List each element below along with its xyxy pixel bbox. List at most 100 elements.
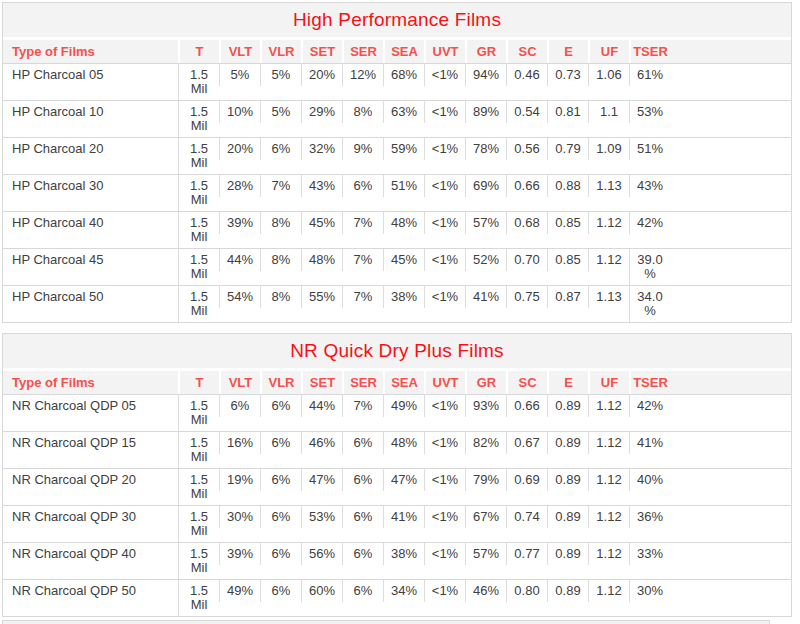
column-header: SER xyxy=(342,40,383,63)
table-header-row: Type of FilmsTVLTVLRSETSERSEAUVTGRSCEUFT… xyxy=(3,40,791,63)
table-row: NR Charcoal QDP 051.5 Mil6%6%44%7%49%<1%… xyxy=(3,394,791,431)
value-cell: <1% xyxy=(424,432,465,454)
value-cell: 44% xyxy=(301,395,342,417)
value-cell: 6% xyxy=(342,175,383,197)
thickness-cell: 1.5 Mil xyxy=(178,64,219,100)
table-row: HP Charcoal 101.5 Mil10%5%29%8%63%<1%89%… xyxy=(3,100,791,137)
value-cell: 34% xyxy=(383,580,424,602)
column-header: VLT xyxy=(219,371,260,394)
value-cell: 45% xyxy=(301,212,342,234)
table-body: NR Charcoal QDP 051.5 Mil6%6%44%7%49%<1%… xyxy=(3,394,791,616)
column-header: SEA xyxy=(383,40,424,63)
value-cell: 32% xyxy=(301,138,342,160)
value-cell: 6% xyxy=(342,432,383,454)
table-row: NR Charcoal QDP 201.5 Mil19%6%47%6%47%<1… xyxy=(3,468,791,505)
film-name-cell: NR Charcoal QDP 50 xyxy=(3,580,178,602)
value-cell: 0.89 xyxy=(547,543,588,565)
value-cell: 6% xyxy=(260,580,301,602)
value-cell: 6% xyxy=(260,469,301,491)
value-cell: 6% xyxy=(260,395,301,417)
value-cell: 0.74 xyxy=(506,506,547,528)
value-cell: <1% xyxy=(424,138,465,160)
value-cell: 1.13 xyxy=(588,175,629,197)
value-cell: 10% xyxy=(219,101,260,123)
value-cell: 93% xyxy=(465,395,506,417)
value-cell: 69% xyxy=(465,175,506,197)
value-cell: 39% xyxy=(219,543,260,565)
column-header: SER xyxy=(342,371,383,394)
value-cell: <1% xyxy=(424,286,465,308)
table-row: NR Charcoal QDP 501.5 Mil49%6%60%6%34%<1… xyxy=(3,579,791,616)
value-cell: 0.70 xyxy=(506,249,547,271)
value-cell: 46% xyxy=(465,580,506,602)
value-cell: 6% xyxy=(342,543,383,565)
value-cell: 0.89 xyxy=(547,432,588,454)
value-cell: 0.79 xyxy=(547,138,588,160)
table-row: HP Charcoal 301.5 Mil28%7%43%6%51%<1%69%… xyxy=(3,174,791,211)
value-cell: 0.81 xyxy=(547,101,588,123)
value-cell: 8% xyxy=(260,212,301,234)
value-cell: 44% xyxy=(219,249,260,271)
value-cell: 6% xyxy=(260,138,301,160)
value-cell: 0.89 xyxy=(547,580,588,602)
value-cell: 51% xyxy=(383,175,424,197)
value-cell: 7% xyxy=(342,395,383,417)
value-cell: 43% xyxy=(629,175,670,197)
value-cell: 7% xyxy=(260,175,301,197)
value-cell: 0.68 xyxy=(506,212,547,234)
value-cell: 8% xyxy=(342,101,383,123)
column-header: VLT xyxy=(219,40,260,63)
column-header: Type of Films xyxy=(3,40,178,63)
value-cell: <1% xyxy=(424,101,465,123)
value-cell: 1.13 xyxy=(588,286,629,308)
value-cell: 67% xyxy=(465,506,506,528)
value-cell: 20% xyxy=(219,138,260,160)
value-cell: 1.12 xyxy=(588,432,629,454)
value-cell: 6% xyxy=(260,432,301,454)
value-cell: <1% xyxy=(424,395,465,417)
value-cell: 20% xyxy=(301,64,342,86)
value-cell: 0.75 xyxy=(506,286,547,308)
value-cell: 0.85 xyxy=(547,212,588,234)
value-cell: 46% xyxy=(301,432,342,454)
value-cell: 1.06 xyxy=(588,64,629,86)
value-cell: 60% xyxy=(301,580,342,602)
value-cell: 48% xyxy=(301,249,342,271)
value-cell: 16% xyxy=(219,432,260,454)
value-cell: 8% xyxy=(260,286,301,308)
column-header: UF xyxy=(588,40,629,63)
value-cell: 6% xyxy=(342,469,383,491)
value-cell: 57% xyxy=(465,543,506,565)
table-title: High Performance Films xyxy=(3,3,791,40)
next-table-strip xyxy=(2,620,770,624)
thickness-cell: 1.5 Mil xyxy=(178,175,219,211)
value-cell: 55% xyxy=(301,286,342,308)
value-cell: 0.67 xyxy=(506,432,547,454)
film-name-cell: NR Charcoal QDP 30 xyxy=(3,506,178,528)
table-row: HP Charcoal 451.5 Mil44%8%48%7%45%<1%52%… xyxy=(3,248,791,285)
film-name-cell: HP Charcoal 05 xyxy=(3,64,178,86)
film-name-cell: NR Charcoal QDP 20 xyxy=(3,469,178,491)
value-cell: 0.89 xyxy=(547,395,588,417)
thickness-cell: 1.5 Mil xyxy=(178,212,219,248)
value-cell: 5% xyxy=(260,101,301,123)
films-spec-page: High Performance Films Type of FilmsTVLT… xyxy=(0,0,800,624)
table-row: HP Charcoal 501.5 Mil54%8%55%7%38%<1%41%… xyxy=(3,285,791,322)
value-cell: 30% xyxy=(219,506,260,528)
value-cell: 59% xyxy=(383,138,424,160)
value-cell: 82% xyxy=(465,432,506,454)
value-cell: <1% xyxy=(424,64,465,86)
value-cell: 57% xyxy=(465,212,506,234)
value-cell: 48% xyxy=(383,212,424,234)
value-cell: 0.46 xyxy=(506,64,547,86)
value-cell: 0.54 xyxy=(506,101,547,123)
value-cell: 38% xyxy=(383,543,424,565)
film-name-cell: HP Charcoal 30 xyxy=(3,175,178,197)
value-cell: 1.12 xyxy=(588,469,629,491)
value-cell: 51% xyxy=(629,138,670,160)
column-header: T xyxy=(178,371,219,394)
value-cell: 8% xyxy=(260,249,301,271)
value-cell: 6% xyxy=(342,580,383,602)
column-header: TSER xyxy=(629,40,670,63)
thickness-cell: 1.5 Mil xyxy=(178,249,219,285)
